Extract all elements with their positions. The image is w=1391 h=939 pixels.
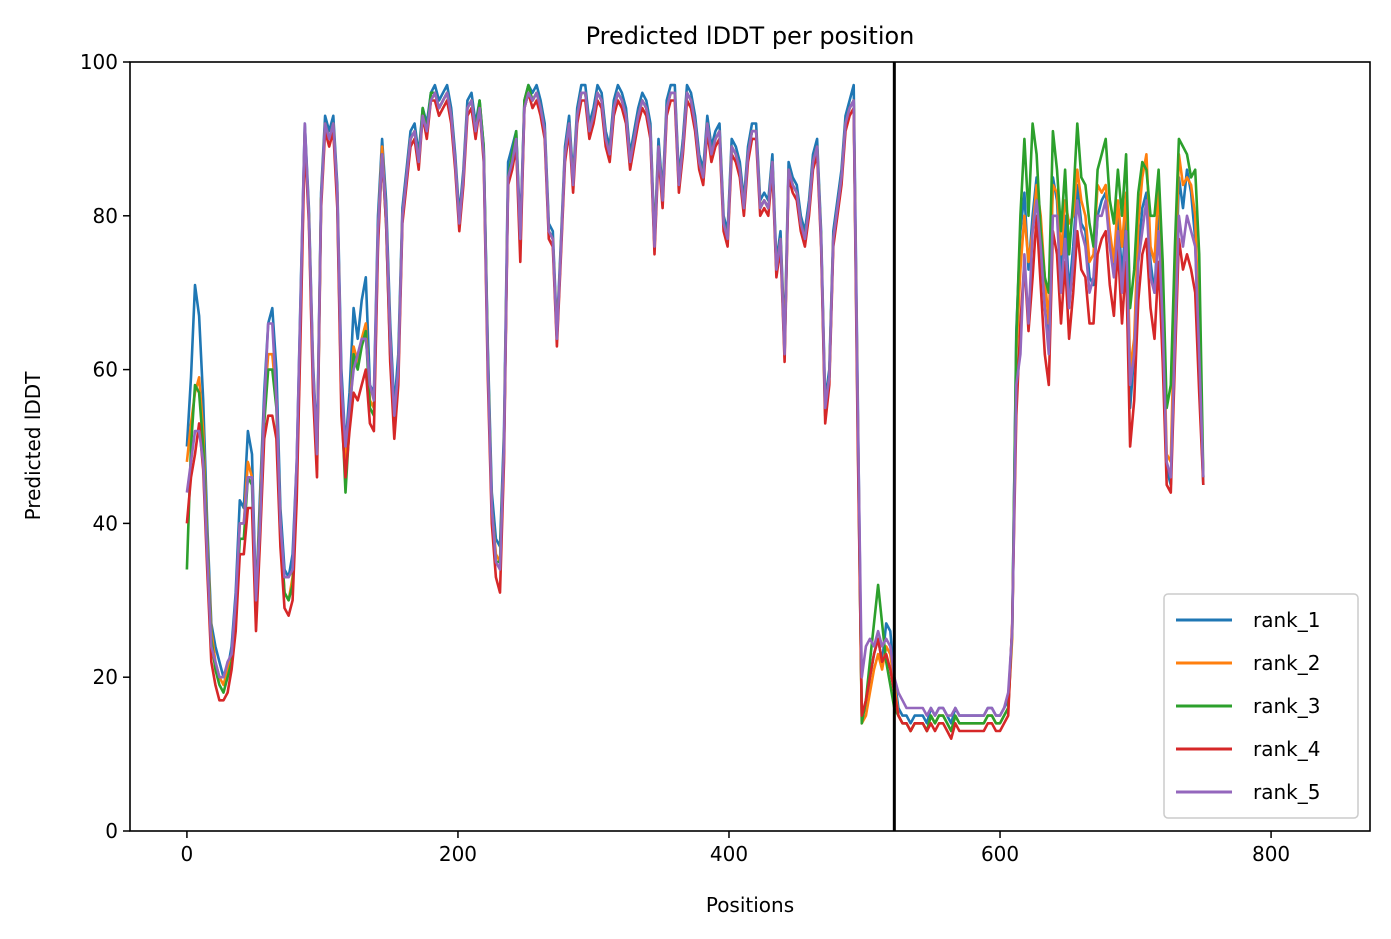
legend-label-rank_3: rank_3 — [1253, 694, 1320, 718]
x-axis-title: Positions — [706, 893, 794, 917]
x-tick-label: 400 — [710, 842, 748, 866]
x-tick-label: 600 — [981, 842, 1019, 866]
x-tick-label: 200 — [439, 842, 477, 866]
y-tick-label: 20 — [93, 665, 118, 689]
y-tick-label: 0 — [105, 819, 118, 843]
series-layer — [185, 83, 1205, 741]
y-tick-label: 40 — [93, 511, 118, 535]
legend-label-rank_1: rank_1 — [1253, 608, 1320, 632]
y-tick-label: 60 — [93, 358, 118, 382]
legend-label-rank_4: rank_4 — [1253, 737, 1320, 761]
y-tick-label: 80 — [93, 204, 118, 228]
x-tick-label: 0 — [181, 842, 194, 866]
legend-label-rank_2: rank_2 — [1253, 651, 1320, 675]
x-axis: 0 200 400 600 800 — [181, 831, 1290, 866]
legend-label-rank_5: rank_5 — [1253, 780, 1320, 804]
legend: rank_1 rank_2 rank_3 rank_4 rank_5 — [1163, 593, 1359, 819]
chart-title: Predicted lDDT per position — [586, 22, 915, 50]
plot-frame — [129, 61, 1371, 832]
y-tick-label: 100 — [80, 50, 118, 74]
x-tick-label: 800 — [1252, 842, 1290, 866]
y-axis-title: Predicted lDDT — [21, 371, 45, 521]
y-axis: 0 20 40 60 80 100 — [80, 50, 130, 843]
legend-box — [1163, 593, 1359, 819]
series-line-rank_5 — [185, 91, 1205, 717]
